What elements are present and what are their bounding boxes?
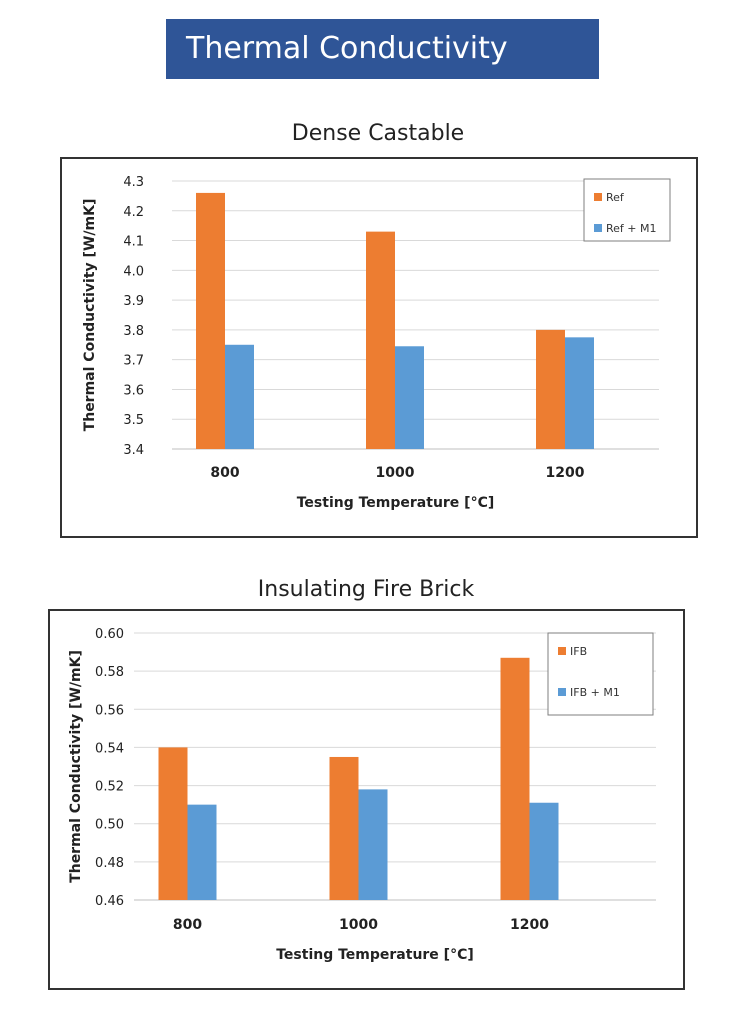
y-tick-label: 0.54 — [95, 741, 124, 756]
bar-ifb-1000 — [329, 756, 359, 900]
bar-ifb-m1-1200 — [529, 802, 559, 900]
chart-frame-dense-castable: 3.4 3.5 3.6 3.7 3.8 3.9 4.0 4.1 4.2 4.3 800 1000 120… — [60, 157, 698, 538]
legend-label: Ref — [606, 191, 625, 204]
x-tick-label: 1000 — [376, 465, 415, 481]
y-tick-label: 3.5 — [123, 413, 144, 428]
y-tick-label: 4.0 — [123, 264, 144, 279]
y-tick-label: 4.3 — [123, 175, 144, 190]
y-tick-label: 0.52 — [95, 780, 124, 795]
y-axis-label: Thermal Conductivity [W/mK] — [68, 650, 84, 883]
chart-insulating-fire-brick: 0.46 0.48 0.50 0.52 0.54 0.56 0.58 0.60 800 1000 1… — [68, 627, 656, 963]
y-tick-label: 4.2 — [123, 205, 144, 220]
y-tick-label: 3.7 — [123, 354, 144, 369]
y-axis-label: Thermal Conductivity [W/mK] — [82, 199, 98, 432]
y-tick-label: 0.60 — [95, 627, 124, 642]
y-tick-label: 0.58 — [95, 665, 124, 680]
y-tick-label: 3.8 — [123, 324, 144, 339]
x-axis-label: Testing Temperature [°C] — [297, 495, 495, 511]
bar-ifb-m1-800 — [187, 804, 217, 900]
bar-ref-800 — [196, 192, 225, 449]
x-tick-label: 1200 — [546, 465, 585, 481]
x-tick-label: 1200 — [510, 917, 549, 933]
x-axis-label: Testing Temperature [°C] — [276, 947, 474, 963]
y-tick-label: 3.9 — [123, 294, 144, 309]
y-tick-label: 4.1 — [123, 235, 144, 250]
legend-label: Ref + M1 — [606, 222, 657, 235]
legend-label: IFB + M1 — [570, 686, 620, 699]
bar-ifb-800 — [158, 747, 188, 900]
x-tick-label: 800 — [173, 917, 202, 933]
bar-ifb-1200 — [500, 657, 530, 900]
page-title: Thermal Conductivity — [186, 31, 508, 66]
chart-frame-insulating-fire-brick: 0.46 0.48 0.50 0.52 0.54 0.56 0.58 0.60 800 1000 1… — [48, 609, 685, 990]
chart-title-dense-castable: Dense Castable — [291, 121, 465, 146]
legend-swatch — [558, 647, 566, 655]
legend-label: IFB — [570, 645, 587, 658]
legend-swatch — [594, 193, 602, 201]
y-tick-label: 0.48 — [95, 856, 124, 871]
legend-box — [547, 632, 654, 716]
x-tick-label: 800 — [210, 465, 239, 481]
bar-ref-m1-1200 — [565, 337, 594, 449]
y-tick-label: 0.50 — [95, 818, 124, 833]
chart-dense-castable: 3.4 3.5 3.6 3.7 3.8 3.9 4.0 4.1 4.2 4.3 800 1000 120… — [82, 175, 671, 511]
chart-title-insulating-fire-brick: Insulating Fire Brick — [257, 577, 475, 602]
bar-ref-m1-1000 — [395, 346, 424, 449]
y-tick-label: 3.6 — [123, 383, 144, 398]
legend-swatch — [558, 688, 566, 696]
bar-ref-m1-800 — [225, 344, 254, 449]
y-tick-label: 0.56 — [95, 703, 124, 718]
bar-ifb-m1-1000 — [358, 789, 388, 900]
bar-ref-1000 — [366, 231, 395, 449]
page-title-banner: Thermal Conductivity — [166, 19, 599, 79]
bar-ref-1200 — [536, 329, 565, 449]
y-tick-label: 0.46 — [95, 894, 124, 909]
x-tick-label: 1000 — [339, 917, 378, 933]
y-tick-label: 3.4 — [123, 443, 144, 458]
legend-swatch — [594, 224, 602, 232]
